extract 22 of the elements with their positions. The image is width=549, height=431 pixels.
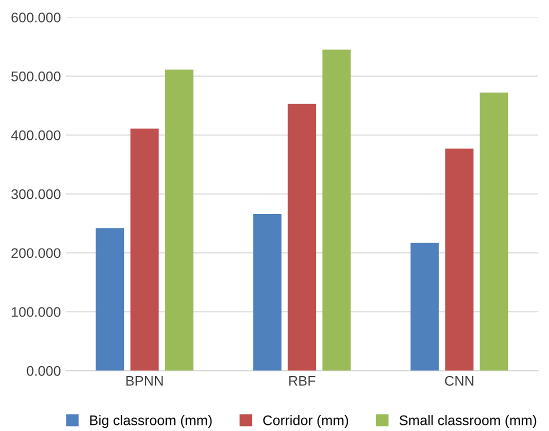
x-tick-label: BPNN: [126, 376, 163, 386]
x-tick-label: RBF: [289, 376, 316, 386]
bar: [130, 128, 159, 371]
bar: [96, 228, 124, 371]
legend-label: Big classroom (mm): [90, 415, 212, 428]
bar: [445, 148, 474, 371]
y-tick-label: 200.000: [12, 248, 60, 258]
bar: [288, 104, 316, 371]
y-tick-label: 600.000: [12, 12, 60, 22]
y-tick-label: 400.000: [11, 130, 60, 140]
bar: [322, 50, 351, 371]
y-tick-label: 100.000: [12, 307, 60, 317]
bar: [165, 70, 194, 371]
x-tick-label: CNN: [444, 376, 474, 386]
y-tick-label: 300.000: [11, 189, 60, 200]
bar: [410, 242, 439, 371]
y-tick-label: 0.000: [26, 366, 60, 376]
legend-label: Small classroom (mm): [400, 415, 536, 428]
bar: [480, 92, 508, 371]
y-tick-label: 500.000: [11, 71, 60, 82]
legend-label: Corridor (mm): [263, 415, 348, 428]
bar: [253, 214, 282, 371]
